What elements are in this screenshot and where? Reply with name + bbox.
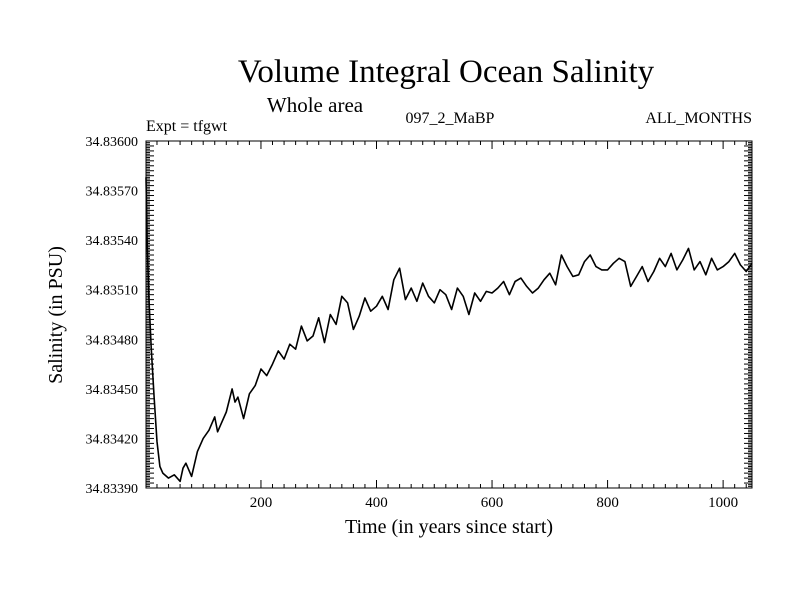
months-label: ALL_MONTHS xyxy=(645,110,752,127)
salinity-series-line xyxy=(145,177,753,483)
y-tick-label: 34.83450 xyxy=(86,383,139,398)
y-axis-label: Salinity (in PSU) xyxy=(45,246,67,384)
period-label: 097_2_MaBP xyxy=(406,110,495,127)
y-tick-label: 34.83420 xyxy=(86,432,139,447)
x-tick-label: 200 xyxy=(250,495,273,511)
y-tick-label: 34.83390 xyxy=(86,482,139,497)
x-tick-label: 800 xyxy=(596,495,619,511)
chart-subtitle: Whole area xyxy=(267,93,364,117)
experiment-label: Expt = tfgwt xyxy=(146,118,228,135)
y-axis-ticks: 34.83390 34.83420 34.83450 34.83480 34.83510… xyxy=(86,135,752,497)
y-tick-label: 34.83600 xyxy=(86,135,139,150)
y-tick-label: 34.83570 xyxy=(86,185,139,200)
plot-frame xyxy=(145,140,753,489)
x-axis-label: Time (in years since start) xyxy=(345,516,553,538)
x-tick-label: 600 xyxy=(481,495,504,511)
y-tick-label: 34.83540 xyxy=(86,234,139,249)
y-tick-label: 34.83510 xyxy=(86,284,139,299)
chart-title: Volume Integral Ocean Salinity xyxy=(238,54,655,90)
x-tick-label: 400 xyxy=(365,495,388,511)
x-axis-ticks: 200 400 600 800 1000 xyxy=(156,141,747,511)
x-tick-label: 1000 xyxy=(708,495,738,511)
y-tick-label: 34.83480 xyxy=(86,333,139,348)
plot-area: 200 400 600 800 1000 34.83390 34.83420 34.8345… xyxy=(86,135,753,511)
